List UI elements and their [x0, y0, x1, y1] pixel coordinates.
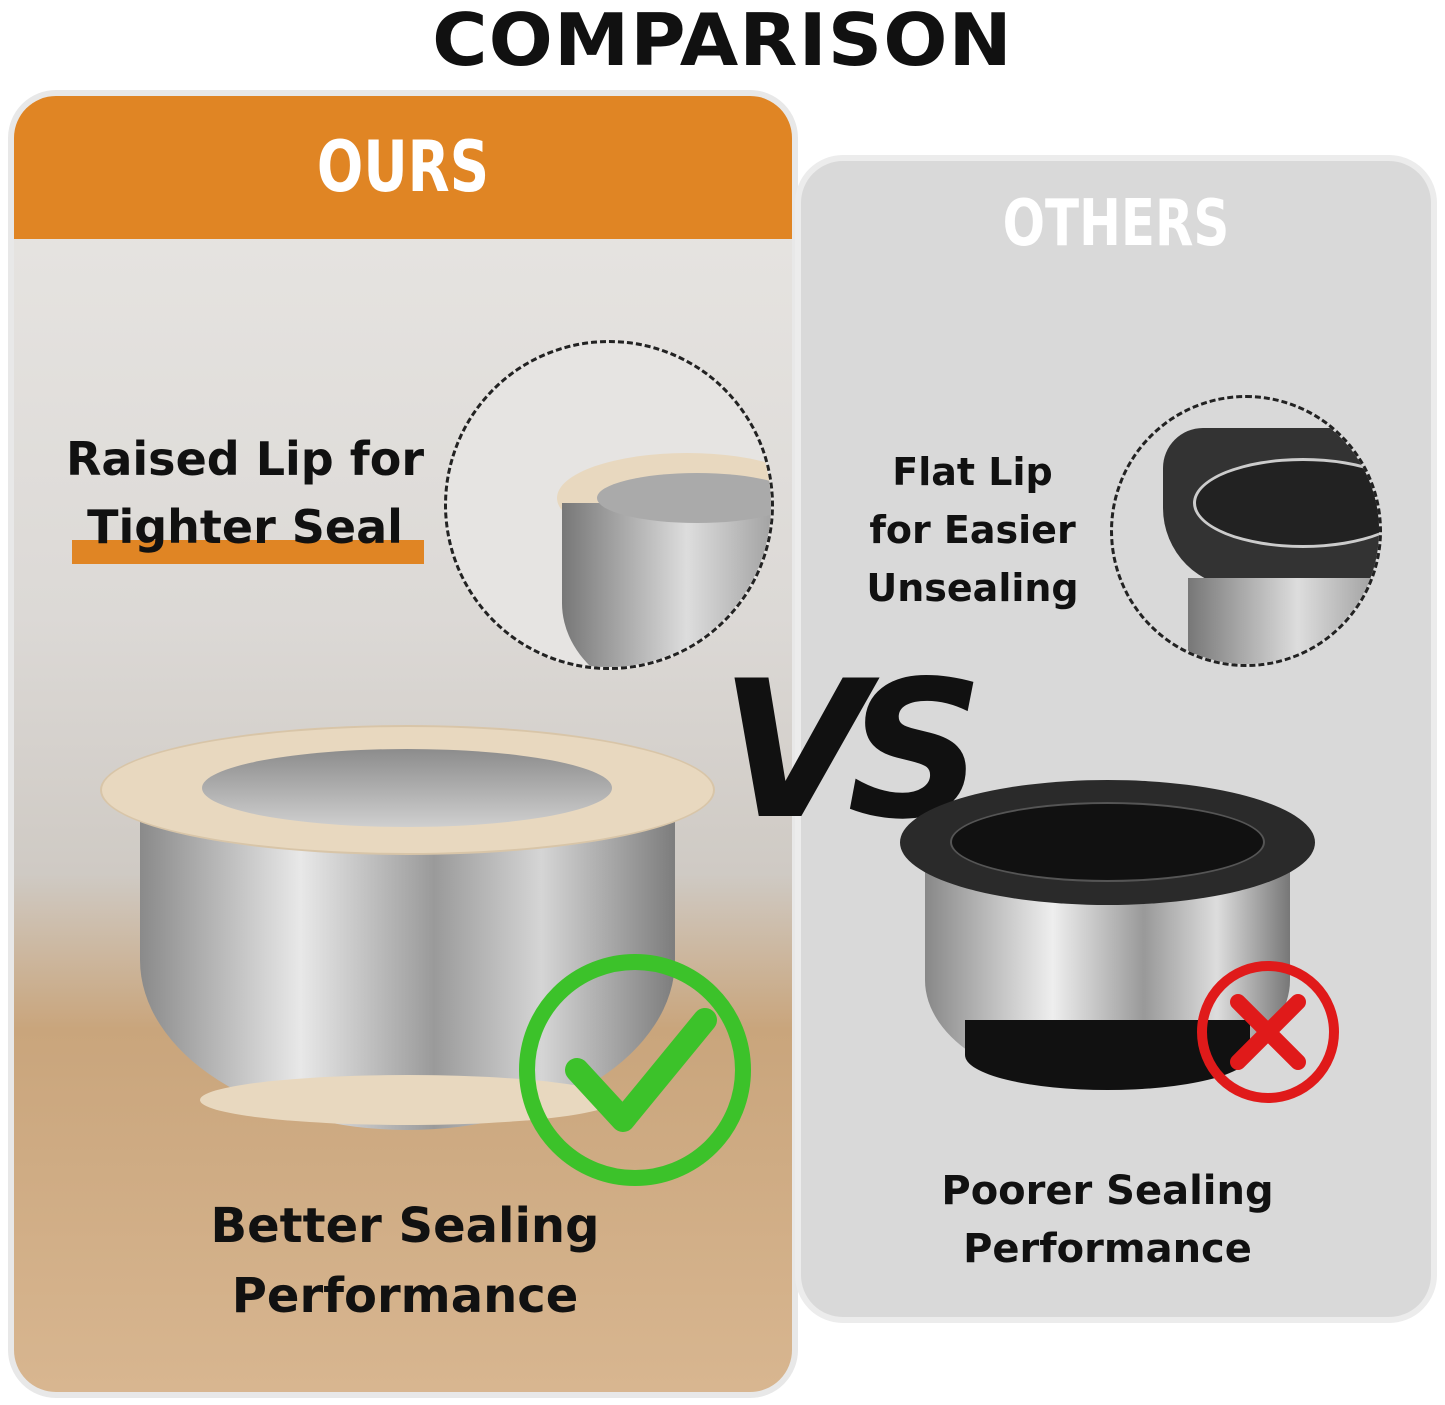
ours-lip-detail — [444, 340, 774, 670]
ours-result-line1: Better Sealing — [210, 1198, 600, 1254]
ours-result-line2: Performance — [231, 1268, 579, 1324]
feature-underline — [72, 540, 424, 564]
others-feature-line1: Flat Lip — [892, 450, 1053, 494]
ours-feature-line2: Tighter Seal — [87, 500, 403, 554]
ours-lid — [100, 725, 715, 855]
others-result-line2: Performance — [963, 1226, 1252, 1272]
ours-feature-line1: Raised Lip for — [65, 432, 425, 486]
others-feature-line2: for Easier — [869, 508, 1076, 552]
others-card: OTHERS — [795, 155, 1437, 1323]
ours-header: OURS — [14, 96, 792, 239]
others-lip-detail — [1110, 395, 1382, 667]
others-feature-line3: Unsealing — [866, 566, 1079, 610]
ours-header-label: OURS — [316, 126, 490, 208]
check-icon — [519, 954, 751, 1186]
x-icon — [1197, 961, 1339, 1103]
ours-card: OURS — [8, 90, 798, 1398]
others-result-line1: Poorer Sealing — [941, 1168, 1274, 1214]
others-header-label: OTHERS — [1002, 187, 1230, 261]
others-lid — [900, 780, 1315, 905]
page-title: COMPARISON — [432, 0, 1013, 82]
